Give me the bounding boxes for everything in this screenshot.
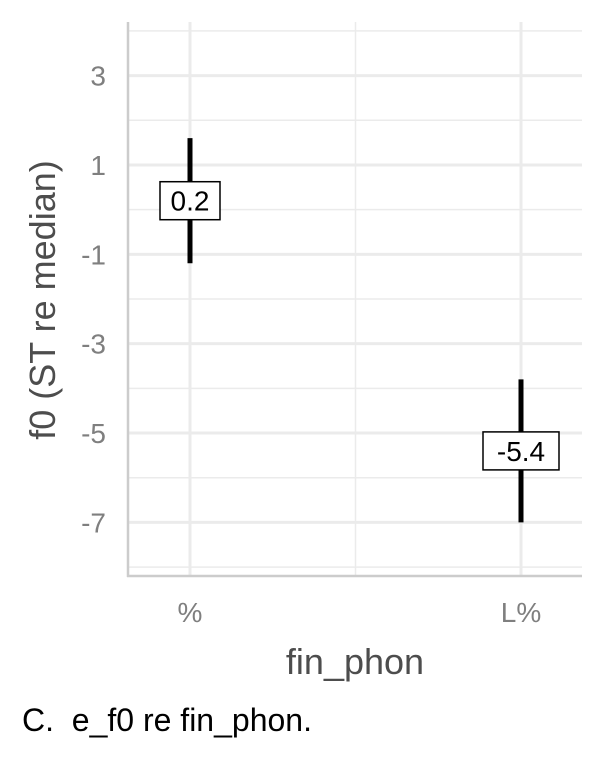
y-tick-label: 3 — [90, 61, 106, 92]
y-tick-label: -3 — [81, 329, 106, 360]
y-tick-label: -1 — [81, 239, 106, 270]
y-tick-label: 1 — [90, 150, 106, 181]
axes — [126, 22, 582, 578]
y-tick-label: -5 — [81, 418, 106, 449]
figure-caption: C. e_f0 re fin_phon. — [22, 702, 312, 738]
error-bars: 0.2 -5.4 — [159, 138, 560, 523]
y-tick-labels: 3 1 -1 -3 -5 -7 — [81, 61, 106, 539]
x-tick-label: L% — [501, 597, 541, 628]
x-tick-label: % — [178, 597, 203, 628]
value-label-box — [159, 180, 221, 221]
y-tick-label: -7 — [81, 507, 106, 538]
x-axis-title: fin_phon — [286, 641, 424, 682]
value-label: 0.2 — [171, 186, 210, 217]
value-label: -5.4 — [497, 436, 545, 467]
value-label-box — [482, 431, 560, 471]
y-axis-title: f0 (ST re median) — [22, 160, 63, 439]
x-tick-labels: % L% — [178, 597, 542, 628]
minor-gridlines — [128, 22, 582, 576]
